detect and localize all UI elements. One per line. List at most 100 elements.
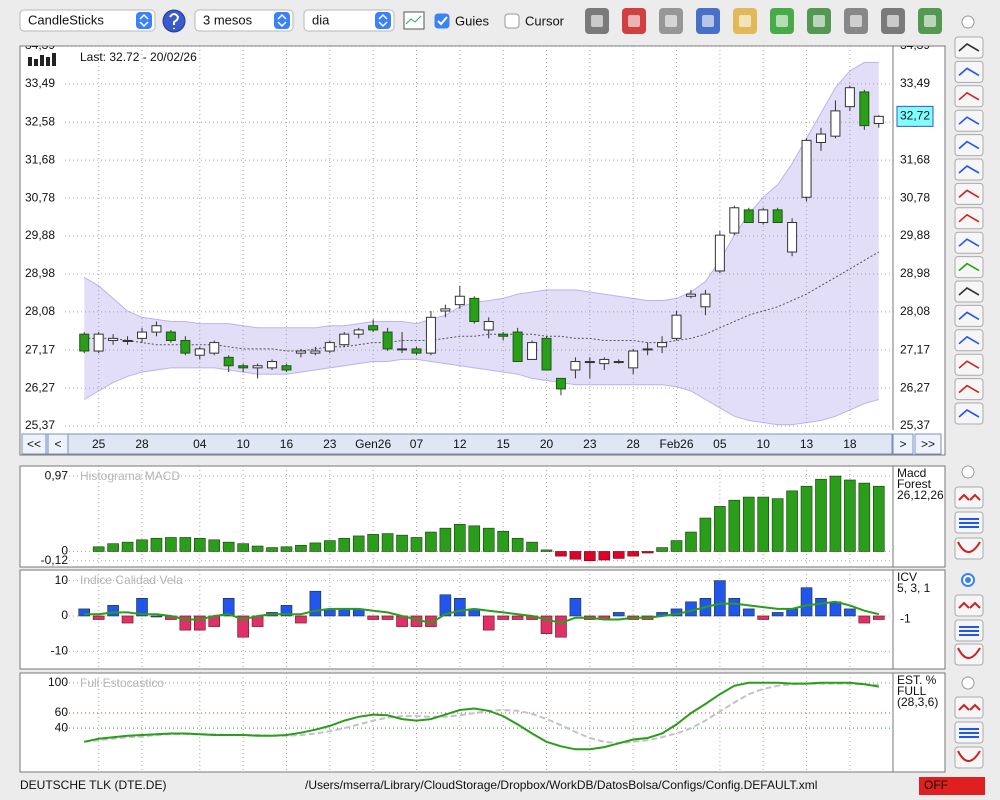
bar [223, 542, 234, 551]
tool-button[interactable] [955, 403, 983, 424]
indicator-button[interactable] [955, 644, 983, 665]
chart-icon-bar [34, 59, 38, 66]
x-tick-label: 10 [757, 437, 771, 451]
y-tick-label: 26,27 [25, 380, 55, 394]
radio-top[interactable] [962, 16, 974, 28]
candle-body [860, 92, 869, 126]
candle-body [195, 349, 204, 355]
candle-body [268, 362, 277, 368]
bar [671, 541, 682, 552]
save-glyph [702, 15, 714, 27]
candle-body [528, 343, 537, 360]
tool-button[interactable] [955, 379, 983, 400]
y-tick-label-right: 26,27 [900, 380, 930, 394]
y-tick-label-right: 31,68 [900, 152, 930, 166]
tool-button[interactable] [955, 232, 983, 253]
nav-label: << [27, 437, 41, 451]
panel-radio[interactable] [962, 677, 974, 689]
tool-button[interactable] [955, 330, 983, 351]
bar [454, 598, 465, 616]
candle-body [542, 338, 551, 370]
bar [93, 616, 104, 620]
indicator-button[interactable] [955, 538, 983, 559]
side-label: 5, 3, 1 [897, 581, 931, 595]
panel-title: Full Estocastico [80, 676, 164, 690]
tool-button[interactable] [955, 257, 983, 278]
tool-button[interactable] [955, 86, 983, 107]
candle-body [325, 343, 334, 351]
bar [295, 545, 306, 551]
tool-button[interactable] [955, 159, 983, 180]
bar [469, 526, 480, 552]
bar [555, 551, 566, 556]
guides-checkbox[interactable]: Guies [435, 13, 489, 28]
x-tick-label: 28 [135, 437, 149, 451]
x-tick-label: 18 [843, 437, 857, 451]
bar [353, 536, 364, 552]
bar [873, 616, 884, 620]
checkbox-label: Cursor [525, 13, 565, 28]
y-tick-label: 32,58 [25, 114, 55, 128]
tool-button[interactable] [955, 135, 983, 156]
tool-button[interactable] [955, 183, 983, 204]
candle-body [730, 208, 739, 233]
currency-glyph [850, 15, 862, 27]
signal-last-label: -1 [900, 612, 911, 626]
y-tick-label: 33,49 [25, 76, 55, 90]
tool-button[interactable] [955, 208, 983, 229]
open-glyph [739, 15, 751, 27]
candle-body [845, 88, 854, 107]
candle-body [658, 343, 667, 347]
y-tick-label-right: 27,17 [900, 342, 930, 356]
bar [873, 486, 884, 551]
chart-type-select[interactable]: CandleSticks [20, 10, 155, 31]
bar [801, 588, 812, 616]
bar [758, 497, 769, 551]
bar [729, 500, 740, 551]
candle-body [210, 343, 219, 354]
candle-body [571, 362, 580, 370]
panel-radio[interactable] [962, 466, 974, 478]
tool-button[interactable] [955, 61, 983, 82]
x-tick-label: 16 [280, 437, 294, 451]
bar [859, 616, 870, 623]
calendar-view-icon[interactable] [404, 12, 424, 29]
candle-body [383, 332, 392, 349]
bar [844, 480, 855, 551]
bar [815, 598, 826, 616]
x-tick-label: 23 [583, 437, 597, 451]
bar [122, 616, 133, 623]
checkbox[interactable] [435, 14, 449, 28]
bar [758, 616, 769, 620]
bar [483, 528, 494, 551]
tool-button[interactable] [955, 110, 983, 131]
cursor-checkbox[interactable]: Cursor [505, 13, 565, 28]
bar [729, 598, 740, 616]
bar [252, 546, 263, 551]
tool-button[interactable] [955, 354, 983, 375]
indicator-button[interactable] [955, 747, 983, 768]
tool-button[interactable] [955, 305, 983, 326]
candle-body [802, 140, 811, 197]
bar [122, 542, 133, 551]
candle-body [340, 334, 349, 345]
y-tick-label-right: 25,37 [900, 418, 930, 432]
tool-button[interactable] [955, 281, 983, 302]
bar [108, 605, 119, 616]
interval-select[interactable]: dia [304, 10, 394, 31]
checkbox[interactable] [505, 14, 519, 28]
bar [339, 609, 350, 616]
x-tick-label: Gen26 [355, 437, 391, 451]
nav-label: >> [921, 437, 935, 451]
bar [498, 616, 509, 620]
bar [180, 537, 191, 551]
candle-body [253, 366, 262, 368]
candle-body [123, 340, 132, 341]
y-tick-label: -10 [51, 643, 69, 657]
candle-body [94, 334, 103, 351]
tool-button[interactable] [955, 37, 983, 58]
bar [772, 612, 783, 616]
candle-body [556, 378, 565, 389]
period-select[interactable]: 3 mesos [195, 10, 293, 31]
panel-radio-dot [965, 577, 971, 583]
